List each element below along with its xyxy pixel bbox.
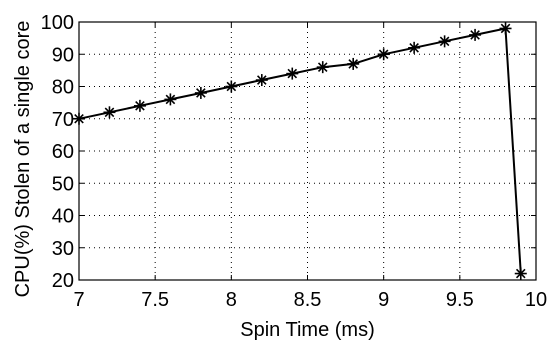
data-point (286, 67, 299, 80)
series-line (78, 27, 522, 274)
data-point (255, 74, 268, 87)
data-point (73, 112, 85, 125)
data-point (347, 57, 360, 70)
plot-frame (78, 21, 537, 281)
y-tick-label: 40 (52, 206, 74, 228)
x-tick-label: 9.5 (446, 289, 474, 311)
y-tick-label: 70 (52, 109, 74, 131)
x-tick-label: 7.5 (141, 289, 169, 311)
x-tick-label: 9 (378, 289, 389, 311)
y-tick-label: 30 (52, 238, 74, 260)
y-axis-title: CPU(%) Stolen of a single core (12, 21, 34, 298)
x-tick-label: 8 (226, 289, 237, 311)
data-point (103, 106, 116, 119)
x-axis-title: Spin Time (ms) (240, 319, 374, 341)
series (73, 22, 527, 280)
x-tick-label: 8.5 (294, 289, 322, 311)
data-point (194, 86, 207, 99)
y-tick-label: 100 (41, 12, 74, 34)
y-tick-label: 80 (52, 77, 74, 99)
data-point (438, 35, 451, 48)
data-point (408, 41, 421, 54)
data-point (377, 48, 390, 61)
y-tick-label: 60 (52, 141, 74, 163)
y-tick-label: 90 (52, 44, 74, 66)
axis-ticks (78, 21, 537, 281)
tick-labels: 7 7.5 8 8.5 9 9.5 10 20 30 40 50 60 70 80 90 100 (41, 12, 548, 311)
data-point (133, 99, 146, 112)
data-point (164, 93, 177, 106)
x-tick-label: 10 (525, 289, 547, 311)
data-point (469, 28, 482, 41)
grid (79, 22, 536, 280)
y-tick-label: 50 (52, 173, 74, 195)
data-point (514, 267, 527, 280)
data-point (225, 80, 238, 93)
data-point (499, 22, 512, 35)
y-tick-label: 20 (52, 270, 74, 292)
x-tick-label: 7 (73, 289, 84, 311)
data-point (316, 61, 329, 74)
